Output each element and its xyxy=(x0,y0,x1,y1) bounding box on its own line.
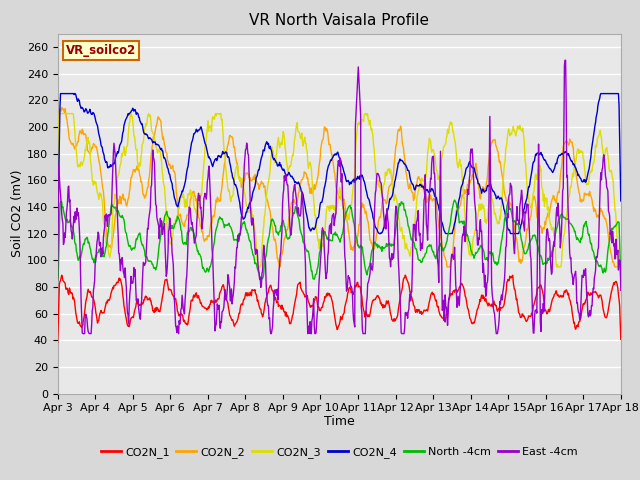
Legend: CO2N_1, CO2N_2, CO2N_3, CO2N_4, North -4cm, East -4cm: CO2N_1, CO2N_2, CO2N_3, CO2N_4, North -4… xyxy=(96,443,582,462)
Title: VR North Vaisala Profile: VR North Vaisala Profile xyxy=(249,13,429,28)
X-axis label: Time: Time xyxy=(324,415,355,428)
Text: VR_soilco2: VR_soilco2 xyxy=(66,44,136,58)
Y-axis label: Soil CO2 (mV): Soil CO2 (mV) xyxy=(11,170,24,257)
